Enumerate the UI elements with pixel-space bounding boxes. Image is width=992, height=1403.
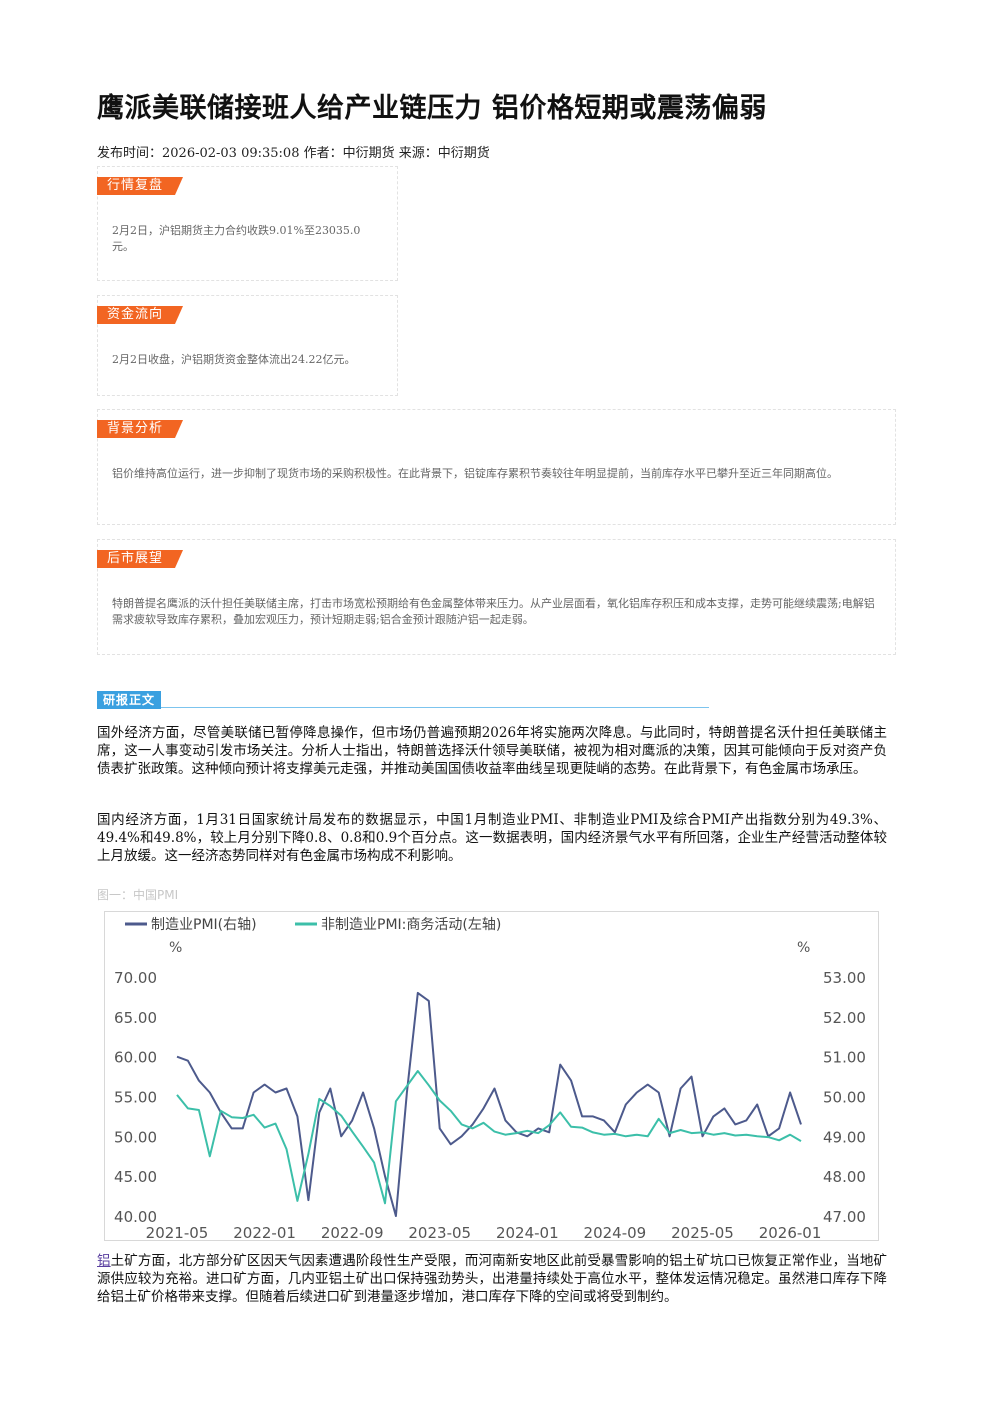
x-tick-label: 2021-05	[146, 1224, 209, 1240]
report-paragraph-3-text: 土矿方面，北方部分矿区因天气因素遭遇阶段性生产受限，而河南新安地区此前受暴雪影响…	[97, 1253, 888, 1305]
x-tick-label: 2024-09	[584, 1224, 647, 1240]
report-divider	[161, 707, 709, 708]
section-text: 特朗普提名鹰派的沃什担任美联储主席，打击市场宽松预期给有色金属整体带来压力。从产…	[112, 597, 875, 626]
x-tick-label: 2022-09	[321, 1224, 384, 1240]
y-left-unit: %	[169, 940, 182, 956]
section-tag: 资金流向	[97, 306, 184, 324]
report-tag: 研报正文	[97, 691, 161, 709]
figure-caption: 图一：中国PMI	[97, 888, 179, 902]
report-paragraph-2: 国内经济方面，1月31日国家统计局发布的数据显示，中国1月制造业PMI、非制造业…	[97, 812, 887, 864]
section-fund-flow: 资金流向 2月2日收盘，沪铝期货资金整体流出24.22亿元。	[97, 295, 398, 396]
y-left-tick-label: 70.00	[114, 969, 157, 987]
section-text: 2月2日收盘，沪铝期货资金整体流出24.22亿元。	[112, 353, 356, 366]
y-right-tick-label: 49.00	[823, 1128, 866, 1146]
legend-label: 非制造业PMI:商务活动(左轴)	[321, 917, 501, 933]
y-left-tick-label: 40.00	[114, 1208, 157, 1226]
y-right-tick-label: 47.00	[823, 1208, 866, 1226]
non-manufacturing-pmi-line	[176, 1070, 802, 1205]
article-meta: 发布时间：2026-02-03 09:35:08 作者：中衍期货 来源：中衍期货	[97, 146, 490, 161]
y-left-tick-label: 60.00	[114, 1049, 157, 1067]
x-tick-label: 2024-01	[496, 1224, 559, 1240]
y-right-tick-label: 51.00	[823, 1049, 866, 1067]
report-paragraph-1: 国外经济方面，尽管美联储已暂停降息操作，但市场仍普遍预期2026年将实施两次降息…	[97, 725, 887, 777]
pmi-chart: 制造业PMI(右轴) 非制造业PMI:商务活动(左轴) % % 70.00 65.00 6…	[114, 917, 866, 1240]
section-tag: 背景分析	[97, 420, 184, 438]
article-title: 鹰派美联储接班人给产业链压力 铝价格短期或震荡偏弱	[97, 93, 767, 124]
section-background: 背景分析 铝价维持高位运行，进一步抑制了现货市场的采购积极性。在此背景下，铝锭库…	[97, 409, 896, 525]
section-text: 2月2日，沪铝期货主力合约收跌9.01%至23035.0元。	[112, 224, 361, 253]
section-text: 铝价维持高位运行，进一步抑制了现货市场的采购积极性。在此背景下，铝锭库存累积节奏…	[112, 467, 838, 480]
y-left-tick-label: 45.00	[114, 1168, 157, 1186]
y-right-tick-label: 52.00	[823, 1009, 866, 1027]
report-paragraph-3: 铝土矿方面，北方部分矿区因天气因素遭遇阶段性生产受限，而河南新安地区此前受暴雪影…	[97, 1252, 887, 1306]
x-tick-label: 2026-01	[759, 1224, 822, 1240]
y-right-tick-label: 50.00	[823, 1089, 866, 1107]
bauxite-link[interactable]: 铝	[97, 1253, 111, 1269]
x-tick-label: 2023-05	[408, 1224, 471, 1240]
section-tag: 后市展望	[97, 550, 184, 568]
y-left-tick-label: 55.00	[114, 1089, 157, 1107]
section-market-review: 行情复盘 2月2日，沪铝期货主力合约收跌9.01%至23035.0元。	[97, 166, 398, 281]
y-right-tick-label: 48.00	[823, 1168, 866, 1186]
y-right-unit: %	[797, 940, 810, 956]
manufacturing-pmi-line	[176, 991, 802, 1217]
section-tag: 行情复盘	[97, 177, 184, 195]
section-outlook: 后市展望 特朗普提名鹰派的沃什担任美联储主席，打击市场宽松预期给有色金属整体带来…	[97, 539, 896, 655]
y-left-tick-label: 50.00	[114, 1128, 157, 1146]
y-right-tick-label: 53.00	[823, 969, 866, 987]
y-left-tick-label: 65.00	[114, 1009, 157, 1027]
x-tick-label: 2025-05	[671, 1224, 734, 1240]
legend-label: 制造业PMI(右轴)	[151, 917, 257, 933]
x-tick-label: 2022-01	[233, 1224, 296, 1240]
pmi-chart-frame: 制造业PMI(右轴) 非制造业PMI:商务活动(左轴) %% 70.00 65.00 6…	[104, 911, 879, 1241]
